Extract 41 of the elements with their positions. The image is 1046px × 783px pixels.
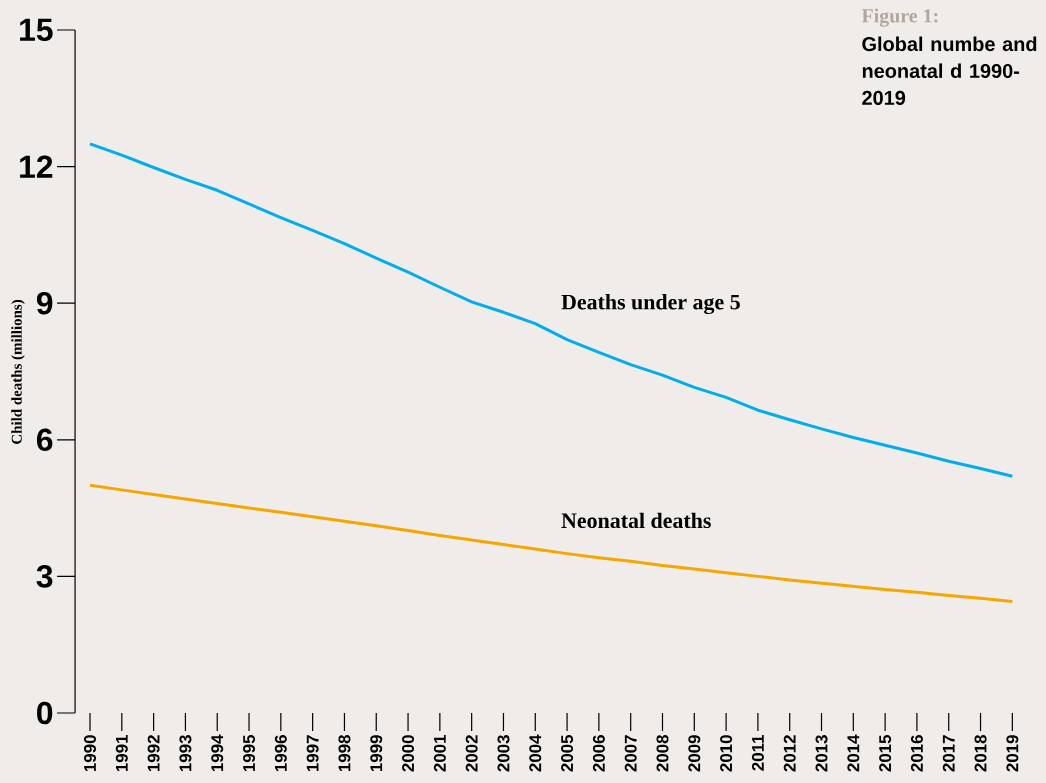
x-tick-label: 2005 — [561, 734, 574, 772]
y-tick-label: 12 — [20, 155, 53, 178]
y-tick-label: 15 — [20, 18, 53, 42]
x-tick-label: 1997 — [306, 735, 319, 772]
x-tick-label: 2010 — [720, 735, 733, 772]
x-tick-label: 2003 — [497, 735, 510, 772]
x-tick-label: 2009 — [688, 735, 701, 772]
x-tick-label: 1991 — [115, 734, 128, 772]
x-tick-label: 1992 — [147, 735, 160, 772]
y-tick-label: 0 — [37, 701, 53, 725]
x-tick-label: 2001 — [433, 734, 446, 772]
x-tick-label: 2006 — [592, 735, 605, 772]
series-label: Neonatal deaths — [561, 512, 711, 529]
y-tick-label: 9 — [36, 291, 53, 315]
x-tick-label: 2011 — [751, 734, 764, 771]
x-tick-label: 2013 — [815, 735, 828, 772]
x-tick-label: 2012 — [783, 735, 796, 772]
y-tick-label: 3 — [36, 565, 53, 588]
x-tick-label: 2008 — [656, 735, 669, 772]
x-tick-label: 2015 — [879, 734, 892, 772]
y-axis-title: Child deaths (millions) — [11, 300, 25, 444]
x-tick-label: 2018 — [974, 735, 987, 772]
x-tick-label: 2002 — [465, 735, 478, 772]
x-tick-label: 1993 — [179, 735, 192, 772]
series-label: Deaths under age 5 — [561, 294, 740, 315]
x-tick-label: 1998 — [338, 735, 351, 772]
x-tick-label: 2014 — [847, 734, 860, 772]
x-tick-label: 1999 — [370, 735, 383, 772]
x-tick-label: 2000 — [402, 735, 415, 772]
x-tick-label: 1994 — [211, 734, 224, 772]
chart-title: Figure 1: — [861, 8, 938, 27]
x-tick-label: 2004 — [529, 734, 542, 772]
x-tick-label: 1996 — [274, 735, 287, 772]
x-tick-label: 2019 — [1006, 735, 1019, 772]
text: Global numbe and neonatal d 1990-2019 — [862, 36, 1037, 105]
x-tick-label: 2017 — [942, 735, 955, 772]
x-tick-label: 1990 — [84, 735, 97, 772]
x-tick-label: 2007 — [624, 735, 637, 772]
x-tick-label: 2016 — [910, 735, 923, 772]
x-tick-label: 1995 — [243, 734, 256, 772]
y-tick-label: 6 — [36, 428, 53, 452]
